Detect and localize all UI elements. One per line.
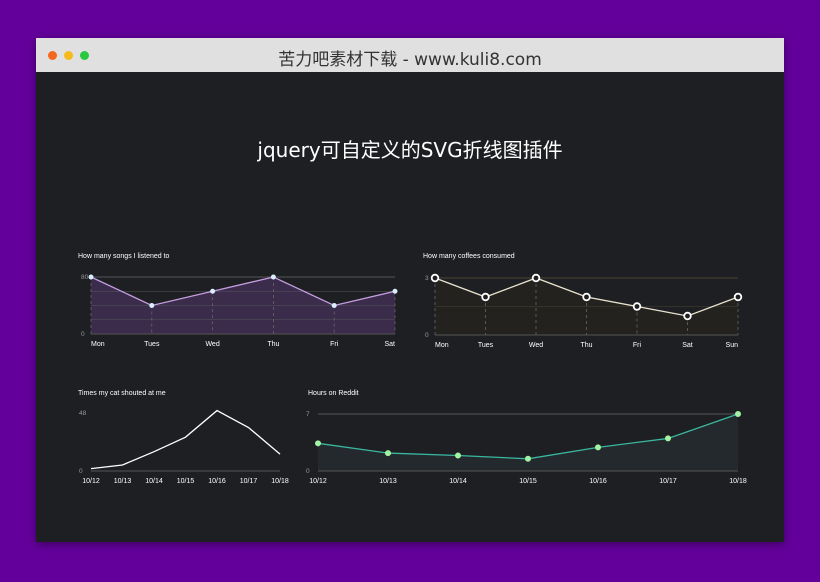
data-point [315, 440, 321, 447]
y-tick-label: 0 [79, 468, 83, 475]
chart-0: Mon Tues Wed Thu Fri Sat 0 80 [81, 274, 398, 348]
area-fill [318, 414, 738, 471]
y-tick-label: 3 [425, 275, 429, 282]
x-tick-label: 10/18 [729, 478, 747, 485]
data-point [430, 273, 440, 283]
x-tick-label: 10/18 [271, 478, 289, 485]
x-tick-label: 10/16 [208, 478, 226, 485]
data-point [582, 292, 591, 302]
data-point [595, 444, 601, 451]
data-point [632, 302, 642, 311]
x-tick-label: 10/13 [114, 478, 132, 485]
x-tick-label: 10/15 [519, 478, 537, 485]
x-tick-label: Tues [144, 341, 160, 348]
minimize-dot[interactable] [64, 51, 73, 60]
x-tick-label: Fri [633, 342, 642, 349]
chart-title: Hours on Reddit [308, 390, 359, 397]
maximize-dot[interactable] [80, 51, 89, 60]
chart-title: How many coffees consumed [423, 253, 515, 260]
x-tick-label: 10/13 [379, 478, 397, 485]
y-tick-label: 0 [81, 331, 85, 338]
data-point [385, 450, 391, 457]
x-tick-label: Mon [435, 342, 449, 349]
chart-1: Mon Tues Wed Thu Fri Sat Sun 0 3 [425, 273, 743, 349]
series-line [90, 409, 281, 470]
chart-title: Times my cat shouted at me [78, 390, 166, 397]
data-point [331, 303, 337, 308]
data-point [683, 311, 692, 321]
series-line [90, 276, 396, 307]
x-tick-label: Thu [580, 342, 592, 349]
x-tick-label: Mon [91, 341, 105, 348]
data-point [531, 273, 541, 283]
x-tick-label: Sun [726, 342, 739, 349]
page-title: jquery可自定义的SVG折线图插件 [257, 138, 563, 162]
data-point [525, 455, 531, 462]
x-tick-label: 10/15 [177, 478, 195, 485]
chart-title: How many songs I listened to [78, 253, 170, 260]
x-tick-label: 10/14 [145, 478, 163, 485]
x-tick-label: Sat [384, 341, 395, 348]
data-point [733, 292, 743, 302]
chart-2: 10/12 10/13 10/14 10/15 10/16 10/17 10/18 0 48 [79, 409, 289, 485]
data-point [392, 288, 398, 294]
data-point [270, 274, 276, 280]
y-tick-label: 7 [306, 411, 310, 418]
y-tick-label: 0 [306, 468, 310, 475]
data-point [210, 288, 216, 294]
x-tick-label: Wed [205, 341, 219, 348]
chart-3: 10/12 10/13 10/14 10/15 10/16 10/17 10/18 0 7 [306, 411, 747, 485]
data-point [735, 411, 741, 417]
window-title: 苦力吧素材下载 - www.kuli8.com [278, 50, 542, 70]
x-tick-label: 10/12 [82, 478, 100, 485]
y-tick-label: 0 [425, 332, 429, 339]
x-tick-label: Fri [330, 341, 339, 348]
x-tick-label: Sat [682, 342, 693, 349]
y-tick-label: 48 [79, 410, 87, 417]
x-tick-label: Wed [529, 342, 543, 349]
x-tick-label: 10/17 [240, 478, 258, 485]
x-tick-label: 10/12 [309, 478, 327, 485]
x-tick-label: Thu [267, 341, 279, 348]
data-point [481, 292, 490, 302]
x-tick-label: Tues [478, 342, 494, 349]
data-point [455, 452, 461, 459]
data-point [149, 303, 155, 308]
title-bar: 苦力吧素材下载 - www.kuli8.com [36, 38, 784, 72]
x-tick-label: 10/17 [659, 478, 677, 485]
close-dot[interactable] [48, 51, 57, 60]
x-tick-label: 10/16 [589, 478, 607, 485]
data-point [88, 274, 94, 280]
y-tick-label: 80 [81, 274, 89, 281]
data-point [665, 435, 671, 442]
x-tick-label: 10/14 [449, 478, 467, 485]
